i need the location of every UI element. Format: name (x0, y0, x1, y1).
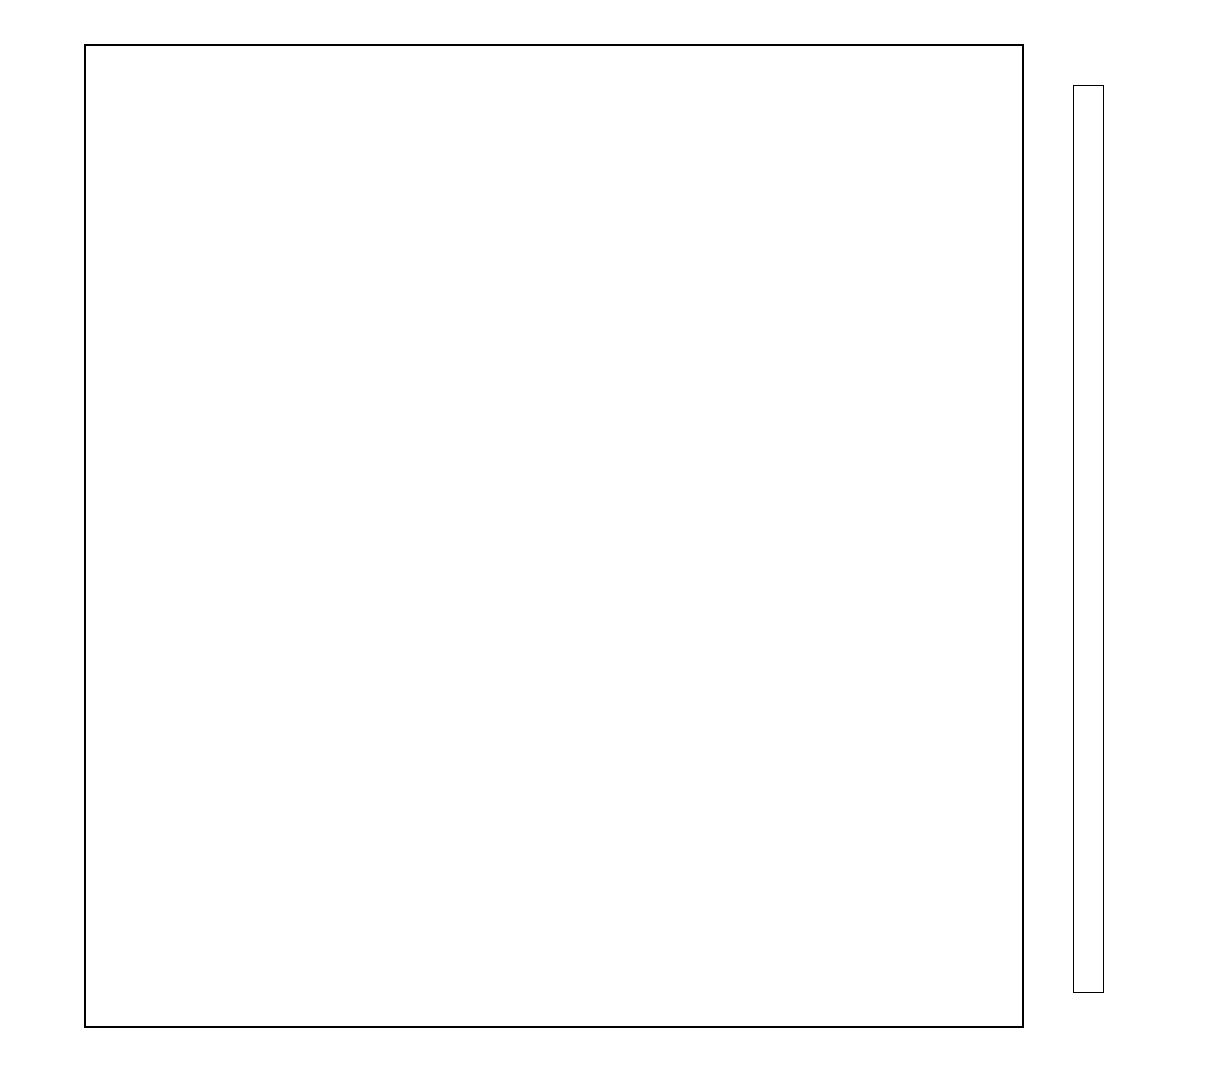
radar-reflectivity-layer (86, 46, 1022, 1026)
map-overlay-layer (86, 46, 1022, 1026)
colorbar[interactable] (1073, 85, 1104, 993)
radar-plot-area[interactable] (84, 44, 1024, 1028)
colorbar-gradient (1073, 85, 1104, 993)
